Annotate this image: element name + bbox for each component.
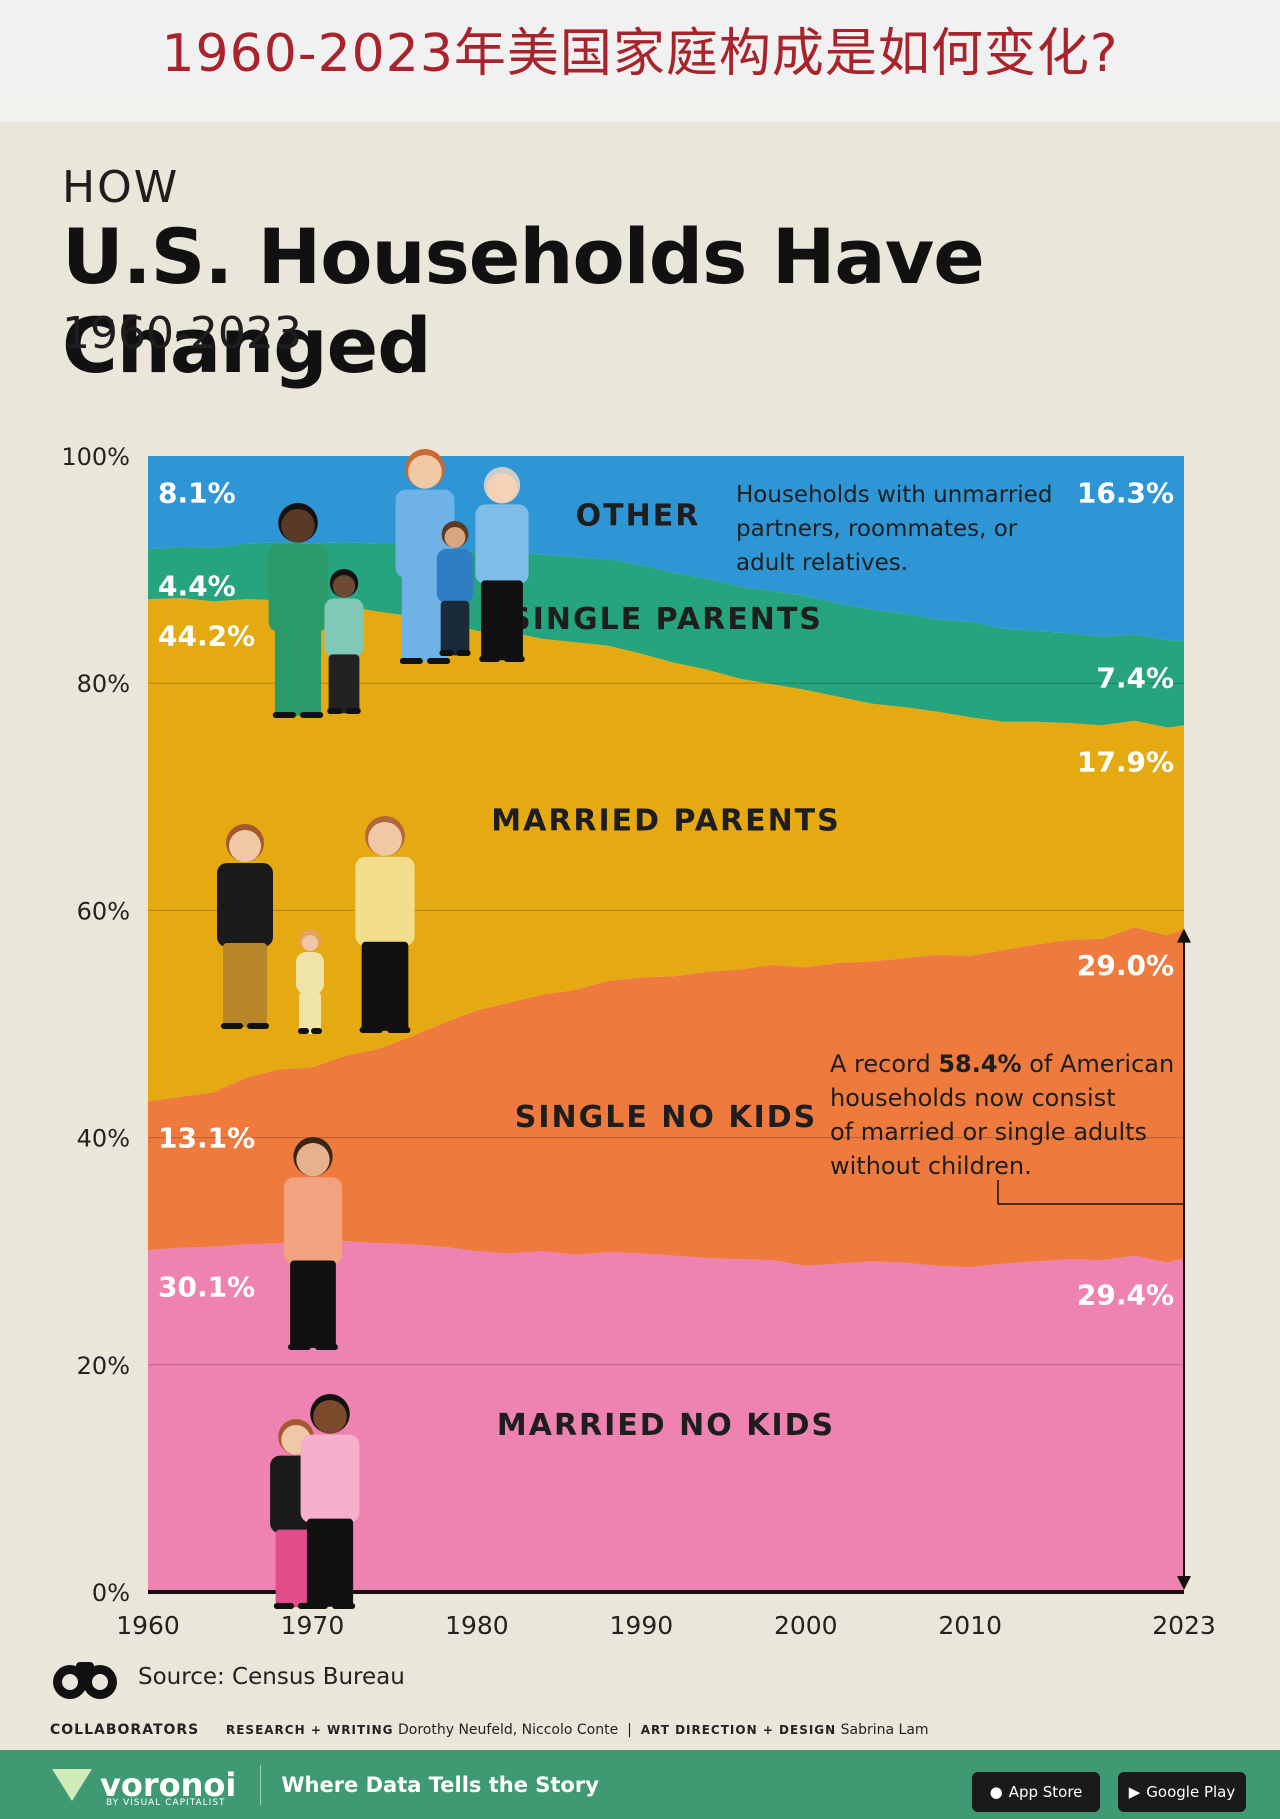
infographic: HOW U.S. Households Have Changed 1960-20… (0, 122, 1280, 1819)
callout-line: without children. (830, 1152, 1032, 1180)
research-names: Dorothy Neufeld, Niccolo Conte (398, 1722, 619, 1738)
series-label-single-no-kids: SINGLE NO KIDS (515, 1100, 818, 1135)
x-tick-label: 2010 (938, 1611, 1002, 1640)
apple-icon: ● (989, 1783, 1003, 1801)
person-mother-illustration (268, 503, 328, 718)
y-tick-label: 100% (61, 443, 130, 471)
arrow-up-icon (1177, 928, 1191, 943)
play-icon: ▶ (1128, 1783, 1141, 1801)
x-tick-label: 2023 (1152, 1611, 1216, 1640)
other-note-line: adult relatives. (736, 550, 908, 576)
series-label-single-parents: SINGLE PARENTS (509, 602, 823, 637)
callout-line: of married or single adults (830, 1118, 1147, 1146)
end-value-other: 16.3% (1077, 476, 1174, 509)
x-tick-label: 1960 (116, 1611, 180, 1640)
page-title: U.S. Households Have Changed (62, 212, 985, 390)
callout-line: households now consist (830, 1084, 1116, 1112)
end-value-single-parents: 7.4% (1096, 662, 1174, 695)
app-store-button[interactable]: ● App Store (972, 1772, 1100, 1812)
collaborators-label: COLLABORATORS (50, 1722, 200, 1738)
brand-sub: BY VISUAL CAPITALIST (106, 1798, 226, 1808)
tagline: Where Data Tells the Story (281, 1772, 599, 1797)
y-tick-label: 0% (92, 1579, 130, 1607)
other-note-line: partners, roommates, or (736, 516, 1018, 542)
person-married-mother-illustration (217, 824, 273, 1029)
research-label: RESEARCH + WRITING (225, 1723, 394, 1737)
stacked-area-chart: 0% 20% 40% 60% 80% 100% 1960 1970 1980 1990 2000 20… (61, 443, 1216, 1640)
brand-name: voronoi (100, 1765, 237, 1804)
person-married-father-illustration (355, 816, 415, 1033)
person-elder-illustration (475, 467, 529, 662)
google-play-label: Google Play (1146, 1783, 1236, 1801)
source-text: Source: Census Bureau (138, 1664, 405, 1690)
app-store-label: App Store (1008, 1783, 1083, 1801)
start-value-other: 8.1% (158, 476, 236, 509)
x-tick-label: 1980 (445, 1611, 509, 1640)
binoculars-icon (53, 1662, 117, 1699)
design-names: Sabrina Lam (840, 1722, 929, 1738)
x-tick-label: 1990 (610, 1611, 674, 1640)
other-note-line: Households with unmarried (736, 482, 1052, 508)
end-value-married-no-kids: 29.4% (1077, 1278, 1174, 1311)
x-tick-label: 1970 (281, 1611, 345, 1640)
start-value-single-parents: 4.4% (158, 570, 236, 603)
start-value-married-no-kids: 30.1% (158, 1270, 255, 1303)
end-value-single-no-kids: 29.0% (1077, 949, 1174, 982)
y-tick-label: 60% (77, 897, 130, 925)
series-label-other: OTHER (576, 499, 701, 534)
collaborators: COLLABORATORS RESEARCH + WRITING Dorothy… (50, 1722, 929, 1738)
brand-divider (260, 1764, 262, 1805)
end-value-married-parents: 17.9% (1077, 746, 1174, 779)
series-label-married-parents: MARRIED PARENTS (491, 804, 841, 839)
title-years: 1960-2023 (62, 308, 302, 359)
y-tick-label: 80% (77, 670, 130, 698)
person-child-illustration (324, 569, 364, 714)
google-play-button[interactable]: ▶ Google Play (1118, 1772, 1246, 1812)
callout-line: A record 58.4% of American (830, 1050, 1174, 1078)
start-value-single-no-kids: 13.1% (158, 1122, 255, 1155)
source: Source: Census Bureau (50, 1652, 405, 1702)
person-kid-illustration (436, 521, 474, 656)
area-married-no-kids (148, 1241, 1184, 1592)
series-label-married-no-kids: MARRIED NO KIDS (497, 1408, 835, 1443)
person-couple-man-illustration (300, 1394, 360, 1609)
design-label: ART DIRECTION + DESIGN (640, 1723, 837, 1737)
x-tick-label: 2000 (774, 1611, 838, 1640)
person-single-illustration (283, 1137, 343, 1350)
title-prefix: HOW (62, 162, 180, 213)
y-tick-label: 20% (77, 1352, 130, 1380)
voronoi-logo[interactable]: voronoi (50, 1765, 236, 1805)
area-single-no-kids (148, 927, 1184, 1268)
arrow-down-icon (1177, 1576, 1191, 1590)
y-tick-label: 40% (77, 1125, 130, 1153)
banner-title: 1960-2023年美国家庭构成是如何变化? (161, 23, 1119, 84)
person-toddler-illustration (296, 929, 324, 1034)
voronoi-logo-icon (52, 1768, 92, 1801)
start-value-married-parents: 44.2% (158, 619, 255, 652)
banner: 1960-2023年美国家庭构成是如何变化? (0, 0, 1280, 96)
